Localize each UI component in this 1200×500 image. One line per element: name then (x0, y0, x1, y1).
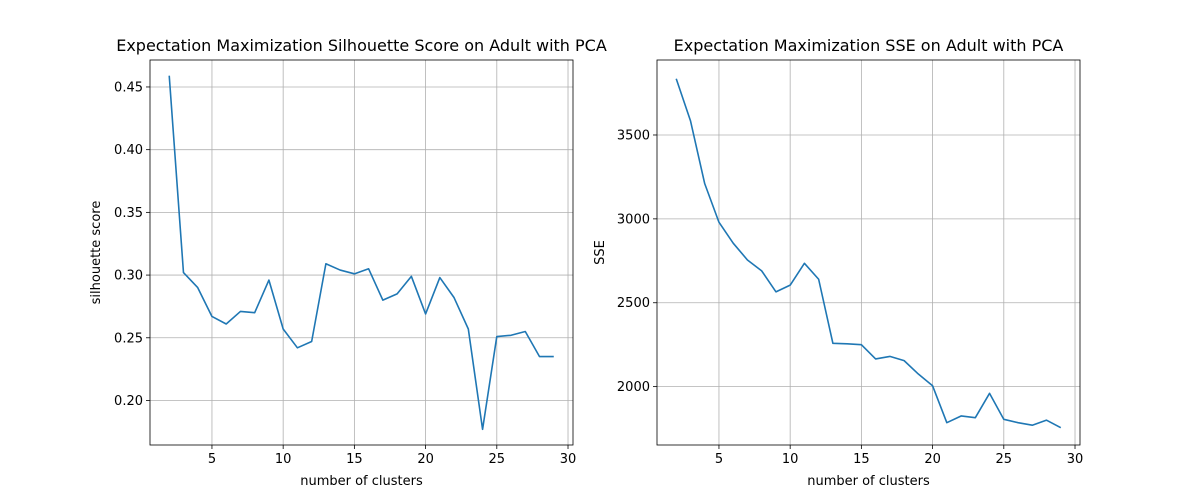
chart-1-x-tick-label-10: 10 (782, 452, 799, 467)
chart-1-y-tick-label-3000: 3000 (617, 212, 650, 227)
chart-0-title: Expectation Maximization Silhouette Scor… (116, 36, 607, 55)
chart-0-y-tick-label-0.4: 0.40 (114, 143, 143, 158)
chart-0-series-line-0 (168, 75, 554, 431)
chart-1-axes-frame (656, 59, 1081, 446)
chart-0-y-tick-label-0.25: 0.25 (114, 331, 143, 346)
silhouette-chart: 5 10 15 20 25 30 0.20 0.25 0.30 0.35 0.40 0.45 Expec… (89, 36, 607, 489)
chart-1-y-tick-label-3500: 3500 (617, 128, 650, 143)
sse-chart: 5 10 15 20 25 30 2000 2500 3000 3500 Expectation M… (593, 36, 1083, 489)
chart-0-x-tick-label-5: 5 (208, 452, 216, 467)
chart-0-y-tick-label-0.2: 0.20 (114, 394, 143, 409)
chart-1-x-axis-label: number of clusters (807, 474, 930, 489)
chart-0-y-tick-label-0.45: 0.45 (114, 80, 143, 95)
chart-1-x-tick-label-30: 30 (1067, 452, 1084, 467)
chart-1-y-tick-label-2500: 2500 (617, 296, 650, 311)
chart-1-x-tick-label-5: 5 (715, 452, 723, 467)
chart-0-y-axis-label: silhouette score (89, 201, 104, 305)
chart-0-x-tick-label-30: 30 (560, 452, 577, 467)
chart-0-x-tick-label-25: 25 (489, 452, 506, 467)
chart-1-y-tick-label-2000: 2000 (617, 380, 650, 395)
chart-0-axes-frame (149, 59, 574, 446)
chart-1-x-tick-label-15: 15 (853, 452, 870, 467)
chart-0-y-tick-label-0.3: 0.30 (114, 269, 143, 284)
chart-0-x-tick-label-15: 15 (346, 452, 363, 467)
chart-1-x-tick-label-20: 20 (924, 452, 941, 467)
chart-0-x-tick-label-20: 20 (417, 452, 434, 467)
chart-1-y-axis-label: SSE (593, 240, 608, 265)
chart-0-x-tick-label-10: 10 (275, 452, 292, 467)
chart-1-x-tick-label-25: 25 (996, 452, 1013, 467)
chart-0-x-axis-label: number of clusters (300, 474, 423, 489)
chart-1-series-line-0 (675, 78, 1062, 429)
chart-0-y-tick-label-0.35: 0.35 (114, 206, 143, 221)
chart-1-title: Expectation Maximization SSE on Adult wi… (674, 36, 1064, 55)
